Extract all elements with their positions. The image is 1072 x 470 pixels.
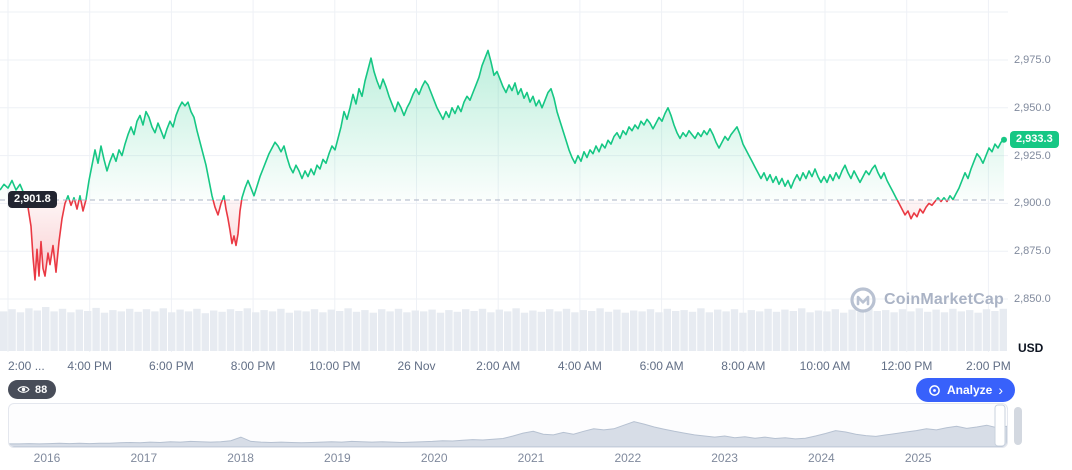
current-price-badge: 2,933.3 — [1010, 131, 1059, 148]
scrollbar-thumb[interactable] — [1014, 407, 1022, 445]
year-tick-label: 2022 — [614, 451, 642, 465]
price-axis: 2,975.0 2,950.0 2,925.0 2,900.0 2,875.0 2,850… — [1012, 0, 1072, 352]
time-tick-label: 6:00 AM — [639, 359, 684, 373]
price-tick-label: 2,875.0 — [1014, 245, 1051, 258]
analyze-button[interactable]: Analyze › — [916, 378, 1016, 402]
year-tick-label: 2019 — [324, 451, 351, 465]
year-tick-label: 2017 — [130, 451, 158, 465]
year-tick-label: 2021 — [517, 451, 545, 465]
coinmarketcap-watermark: CoinMarketCap — [850, 287, 1004, 313]
time-tick-label: 26 Nov — [397, 359, 436, 373]
price-tick-label: 2,950.0 — [1014, 101, 1051, 114]
range-navigator[interactable] — [8, 403, 1008, 448]
year-tick-label: 2023 — [711, 451, 738, 465]
time-tick-label: 2:00 AM — [476, 359, 521, 373]
time-tick-label: 4:00 PM — [67, 359, 113, 373]
eye-icon — [17, 386, 30, 393]
time-tick-label: 8:00 PM — [230, 359, 276, 373]
time-tick-label: 2:00 PM — [966, 359, 1011, 373]
time-tick-label: 10:00 AM — [799, 359, 851, 373]
coinmarketcap-logo-icon — [850, 287, 876, 313]
price-tick-label: 2,850.0 — [1014, 293, 1051, 305]
year-tick-label: 2025 — [904, 451, 932, 465]
price-tick-label: 2,900.0 — [1014, 197, 1051, 210]
time-tick-label: 6:00 PM — [149, 359, 194, 373]
time-tick-label: 4:00 AM — [557, 359, 602, 373]
range-navigator-chart[interactable] — [9, 404, 1007, 447]
watermark-text: CoinMarketCap — [884, 291, 1004, 308]
year-tick-label: 2020 — [420, 451, 448, 465]
price-tick-label: 2,925.0 — [1014, 149, 1051, 162]
navigator-handle — [994, 404, 1006, 447]
time-tick-label: 2:00 ... — [8, 359, 45, 373]
chevron-right-icon: › — [998, 382, 1004, 398]
year-tick-label: 2016 — [33, 451, 61, 465]
year-tick-label: 2018 — [227, 451, 254, 465]
year-tick-label: 2024 — [808, 451, 835, 465]
time-tick-label: 8:00 AM — [721, 359, 766, 373]
year-axis: 2016 2017 2018 2019 2020 2021 2022 2023 2024 2025 — [8, 451, 1008, 467]
time-axis: 2:00 ... 4:00 PM 6:00 PM 8:00 PM 10:00 PM 26 … — [0, 359, 1011, 375]
time-tick-label: 10:00 PM — [309, 359, 361, 373]
baseline-price-badge: 2,901.8 — [8, 191, 57, 208]
price-tick-label: 2,975.0 — [1014, 54, 1051, 66]
price-chart[interactable] — [0, 0, 1008, 352]
watchers-count: 88 — [35, 383, 48, 396]
watchers-badge: 88 — [8, 380, 57, 399]
analyze-icon — [929, 384, 940, 396]
time-tick-label: 12:00 PM — [881, 359, 933, 373]
analyze-label: Analyze — [947, 383, 993, 397]
currency-label: USD — [1018, 341, 1044, 355]
